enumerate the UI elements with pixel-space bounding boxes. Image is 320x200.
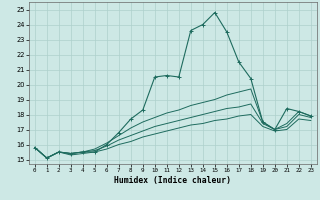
X-axis label: Humidex (Indice chaleur): Humidex (Indice chaleur) — [114, 176, 231, 185]
